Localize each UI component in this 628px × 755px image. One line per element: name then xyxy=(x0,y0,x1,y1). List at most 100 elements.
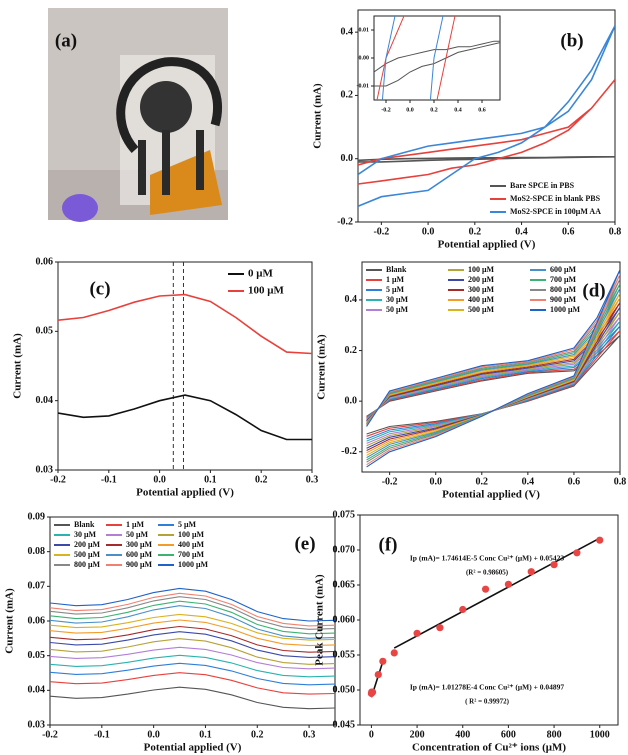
y-tick-label: 0.07 xyxy=(28,581,46,592)
data-point xyxy=(481,585,490,593)
series-line xyxy=(358,79,615,185)
panel: (a) xyxy=(55,30,77,51)
legend-label: MoS2-SPCE in 100μM AA xyxy=(510,207,601,216)
y-tick-label: -0.2 xyxy=(337,216,353,227)
legend-label: 700 μM xyxy=(178,550,205,559)
series-line xyxy=(50,646,335,670)
x-tick-label: 0.0 xyxy=(147,729,160,740)
data-point xyxy=(573,549,581,557)
x-tick-label: 1000 xyxy=(590,729,610,740)
panel-label: (d) xyxy=(582,280,605,301)
legend-label: 800 μM xyxy=(550,285,577,294)
legend-label: 30 μM xyxy=(74,530,97,539)
legend-label: 200 μM xyxy=(74,540,101,549)
annotation: (R² = 0.98605) xyxy=(466,569,509,577)
series-line xyxy=(50,587,335,622)
data-point xyxy=(436,624,444,632)
series-line xyxy=(366,292,620,456)
x-tick-label: 0.0 xyxy=(406,107,414,113)
series-line xyxy=(366,316,620,444)
x-tick-label: 0.8 xyxy=(609,226,622,237)
series-line xyxy=(366,325,620,440)
panel: -0.2 0.0 0.2 0.4 0.6 0.8 -0.2 0.0 0.2 0.4 Potentia… xyxy=(312,9,622,251)
x-tick-label: 0.4 xyxy=(454,107,462,113)
y-tick-label: 0.00 xyxy=(359,55,370,61)
legend-label: 0 μM xyxy=(248,268,273,280)
series-line xyxy=(50,592,335,627)
x-tick-label: 0.0 xyxy=(422,226,435,237)
inset-background xyxy=(374,16,500,100)
legend-label: 800 μM xyxy=(74,560,101,569)
series-line xyxy=(358,156,615,163)
y-tick-label: 0.03 xyxy=(36,464,54,475)
y-tick-label: 0.0 xyxy=(345,395,358,406)
data-point xyxy=(550,561,558,569)
y-tick-label: 0.055 xyxy=(333,649,356,660)
x-axis-label: Potential applied (V) xyxy=(144,742,242,754)
photo xyxy=(48,8,228,222)
series-line xyxy=(50,686,335,710)
y-tick-label: 0.4 xyxy=(345,294,358,305)
x-tick-label: 0.6 xyxy=(478,107,486,113)
legend-label: 1000 μM xyxy=(178,560,209,569)
x-tick-label: 0.1 xyxy=(199,729,212,740)
series-line xyxy=(50,638,335,665)
y-tick-label: 0.060 xyxy=(333,614,356,625)
y-tick-label: 0.06 xyxy=(36,256,54,267)
panel: -0.2 -0.1 0.0 0.1 0.2 0.3 0.03 0.04 0.05 0.06 Pote… xyxy=(12,256,319,498)
y-tick-label: 0.0 xyxy=(341,153,354,164)
panel-label: (a) xyxy=(55,30,77,51)
series-line xyxy=(366,269,620,468)
legend-label: 500 μM xyxy=(468,305,495,314)
x-tick-label: -0.2 xyxy=(42,729,58,740)
x-axis-label: Concentration of Cu²⁺ ions (μM) xyxy=(412,742,566,754)
y-tick-label: 0.050 xyxy=(333,684,356,695)
legend-label: 1 μM xyxy=(126,520,145,529)
x-axis-label: Potential applied (V) xyxy=(438,239,536,251)
x-tick-label: 0.2 xyxy=(469,226,482,237)
series-line xyxy=(374,40,500,87)
series-line xyxy=(50,605,335,639)
y-axis-label: Peak Current (mA) xyxy=(314,574,326,666)
legend-label: 200 μM xyxy=(468,275,495,284)
x-tick-label: 0 xyxy=(369,729,374,740)
legend-label: 400 μM xyxy=(178,540,205,549)
series-line xyxy=(50,600,335,635)
x-tick-label: 0.4 xyxy=(515,226,528,237)
annotation: Ip (mA)= 1.74614E-5 Conc Cu²⁺ (μM) + 0.0… xyxy=(410,554,564,563)
y-axis-label: Current (mA) xyxy=(4,588,16,654)
legend-label: 100 μM xyxy=(248,285,284,297)
x-tick-label: -0.2 xyxy=(382,476,398,487)
legend-label: 50 μM xyxy=(386,305,409,314)
x-tick-label: -0.2 xyxy=(50,474,66,485)
data-point xyxy=(413,629,421,637)
glove xyxy=(62,194,98,222)
y-tick-label: -0.01 xyxy=(357,83,370,89)
y-tick-label: 0.2 xyxy=(341,90,354,101)
y-tick-label: 0.05 xyxy=(36,326,54,337)
legend-label: Blank xyxy=(386,265,407,274)
legend-label: 600 μM xyxy=(126,550,153,559)
series-line xyxy=(366,306,620,449)
x-tick-label: 800 xyxy=(547,729,562,740)
panel: 0 200 400 600 800 1000 0.045 0.050 0.055 0.060 0.0… xyxy=(314,509,619,754)
series-line xyxy=(50,654,335,678)
x-tick-label: -0.1 xyxy=(94,729,110,740)
legend-label: 400 μM xyxy=(468,295,495,304)
x-tick-label: 200 xyxy=(410,729,425,740)
y-tick-label: 0.2 xyxy=(345,345,358,356)
x-tick-label: 0.0 xyxy=(153,474,166,485)
annotation: Ip (mA)= 1.01278E-4 Conc Cu²⁺ (μM) + 0.0… xyxy=(410,683,564,692)
plot-frame xyxy=(357,9,616,223)
x-tick-label: 0.3 xyxy=(303,729,316,740)
plot-frame xyxy=(361,261,621,473)
panel-label: (e) xyxy=(294,533,315,554)
y-tick-label: 0.03 xyxy=(28,719,46,730)
x-tick-label: 0.2 xyxy=(430,107,438,113)
legend-label: 100 μM xyxy=(178,530,205,539)
series-line xyxy=(366,297,620,454)
y-tick-label: 0.01 xyxy=(359,27,370,33)
plot-frame xyxy=(359,514,619,726)
y-axis-label: Current (mA) xyxy=(316,334,328,400)
y-tick-label: 0.070 xyxy=(333,544,356,555)
